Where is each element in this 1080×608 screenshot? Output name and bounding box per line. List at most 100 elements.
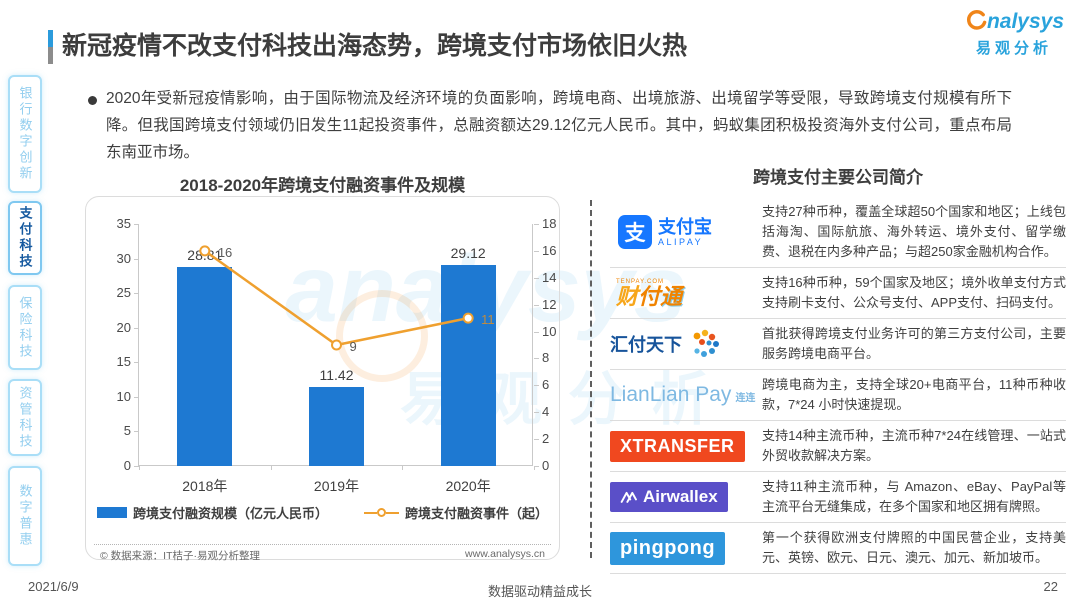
legend-bar-label: 跨境支付融资规模（亿元人民币） — [132, 506, 328, 521]
left-axis-tick-label: 35 — [116, 216, 131, 231]
analysys-swoosh-icon — [964, 8, 987, 36]
intro-paragraph: 2020年受新冠疫情影响，由于国际物流及经济环境的负面影响，跨境电商、出境旅游、… — [106, 90, 1012, 161]
pingpong-description: 第一个获得欧洲支付牌照的中国民营企业，支持美元、英镑、欧元、日元、澳元、加元、新… — [762, 530, 1066, 565]
sidebar-item-insurance-tech[interactable]: 保险科技 — [8, 285, 42, 370]
legend-bar-swatch — [96, 507, 127, 518]
left-axis-tick — [134, 362, 139, 364]
data-source-note: © 数据来源：IT桔子·易观分析整理 — [100, 550, 260, 562]
chart-title: 2018-2020年跨境支付融资事件及规模 — [179, 176, 466, 195]
company-row-xtransfer: XTRANSFER 支持14种主流币种，主流币种7*24在线管理、一站式外贸收款解… — [610, 421, 1066, 472]
company-row-tenpay: TENPAY.COM 财付通 支持16种币种，59个国家及地区；境外收单支付方式支… — [610, 268, 1066, 319]
bullet-icon — [88, 96, 97, 105]
right-axis-tick-label: 14 — [542, 269, 557, 285]
bar-2019年 — [309, 387, 364, 466]
right-axis-tick — [534, 412, 539, 414]
left-axis-tick — [134, 293, 139, 295]
right-axis-tick — [534, 277, 539, 279]
x-axis-tick — [139, 466, 140, 470]
companies-panel: 跨境支付主要公司简介 支 支付宝 ALIPAY 支持27种币种，覆盖全球超50个国家… — [610, 163, 1066, 574]
legend-item-bar: 跨境支付融资规模（亿元人民币） — [96, 503, 328, 522]
bar-2020年 — [440, 264, 496, 466]
footer-slogan: 数据驱动精益成长 — [487, 584, 592, 599]
chart-card: 0510152025303502468101214161828.812018年1… — [85, 196, 560, 562]
left-axis-tick-label: 0 — [123, 458, 131, 473]
company-row-pingpong: pingpong 第一个获得欧洲支付牌照的中国民营企业，支持美元、英镑、欧元、日元… — [610, 523, 1066, 574]
x-axis-tick — [534, 466, 535, 470]
company-row-alipay: 支 支付宝 ALIPAY 支持27种币种，覆盖全球超50个国家和地区；上线包括海淘、… — [610, 197, 1066, 268]
bar-value-label: 29.12 — [450, 244, 486, 261]
line-series — [199, 245, 474, 351]
left-axis-tick-label: 5 — [123, 423, 131, 439]
right-axis-tick — [534, 466, 539, 467]
alipay-icon: 支 — [618, 215, 652, 249]
logo-chinese-name: 易观分析 — [975, 40, 1052, 57]
right-axis-tick-label: 2 — [542, 431, 550, 447]
sidebar-item-digital-inclusion[interactable]: 数字普惠 — [8, 466, 42, 566]
legend-line-label: 跨境支付融资事件（起） — [405, 506, 549, 521]
companies-panel-title: 跨境支付主要公司简介 — [753, 168, 923, 187]
right-axis-tick-label: 4 — [542, 404, 550, 420]
right-axis-tick — [534, 331, 539, 333]
x-axis-tick — [270, 466, 272, 470]
airwallex-description: 支持11种主流币种，与 Amazon、eBay、PayPal等主流平台无缝集成，… — [762, 479, 1066, 514]
title-accent-bar — [48, 30, 53, 64]
logo-wordmark: nalysys — [986, 10, 1064, 33]
right-axis-tick — [534, 224, 539, 225]
right-axis-tick — [534, 358, 539, 360]
x-axis-category-label: 2018年 — [182, 478, 228, 494]
right-axis-tick-label: 12 — [542, 296, 557, 312]
left-axis-tick — [134, 327, 139, 329]
right-axis-tick — [534, 385, 539, 387]
sidebar-item-asset-mgmt-tech[interactable]: 资管科技 — [8, 379, 42, 456]
source-divider — [94, 544, 551, 545]
huifu-logo: 汇付天下 — [610, 329, 762, 359]
company-row-airwallex: Airwallex 支持11种主流币种，与 Amazon、eBay、PayPal等… — [610, 472, 1066, 523]
pingpong-logo: pingpong — [610, 531, 762, 565]
alipay-description: 支持27种币种，覆盖全球超50个国家和地区；上线包括海淘、国际航旅、海外转运、境… — [762, 204, 1066, 259]
right-axis-tick — [534, 439, 539, 441]
x-axis-tick — [402, 466, 404, 470]
analysys-logo: nalysys 易观分析 — [964, 8, 1064, 58]
x-axis-category-label: 2019年 — [313, 478, 360, 494]
bar-2018年 — [177, 266, 233, 466]
xtransfer-description: 支持14种主流币种，主流币种7*24在线管理、一站式外贸收款解决方案。 — [762, 428, 1066, 463]
legend-line-swatch — [364, 508, 399, 517]
airwallex-logo: Airwallex — [610, 482, 762, 512]
chart-legend: 跨境支付融资规模（亿元人民币） 跨境支付融资事件（起） — [86, 503, 559, 522]
left-axis-tick — [134, 466, 139, 467]
left-axis-tick — [134, 258, 139, 260]
sidebar-item-bank-digital-innovation[interactable]: 银行数字创新 — [8, 75, 42, 193]
analysys-url[interactable]: www.analysys.cn — [465, 548, 545, 560]
right-axis-tick-label: 6 — [542, 377, 550, 393]
line-value-label: 9 — [349, 339, 357, 354]
lianlian-description: 跨境电商为主，支持全球20+电商平台，11种币种收款，7*24 小时快速提现。 — [762, 377, 1066, 412]
bar-value-label: 11.42 — [319, 367, 354, 384]
left-axis-tick-label: 30 — [116, 250, 131, 266]
companies-list: 支 支付宝 ALIPAY 支持27种币种，覆盖全球超50个国家和地区；上线包括海淘、… — [610, 197, 1066, 574]
huifu-dots-icon — [693, 329, 719, 357]
left-axis-tick — [134, 224, 139, 225]
left-axis-tick — [134, 396, 139, 398]
right-axis-tick-label: 18 — [542, 216, 557, 231]
tenpay-logo: TENPAY.COM 财付通 — [616, 278, 683, 309]
footer-date: 2021/6/9 — [28, 579, 79, 594]
vertical-dashed-divider — [590, 200, 592, 558]
legend-item-line: 跨境支付融资事件（起） — [364, 503, 548, 522]
left-axis-tick-label: 25 — [116, 285, 131, 301]
left-axis-tick-label: 20 — [116, 319, 131, 335]
right-axis-tick-label: 10 — [542, 323, 557, 339]
x-axis-category-label: 2020年 — [445, 478, 491, 494]
company-row-huifu: 汇付天下 首批获得跨境支付业务许可的第三方支付公司，主要服务跨境电商平台。 — [610, 319, 1066, 370]
right-axis-tick-label: 0 — [542, 458, 550, 473]
tenpay-description: 支持16种币种，59个国家及地区；境外收单支付方式支持刷卡支付、公众号支付、AP… — [762, 275, 1066, 310]
right-axis-tick — [534, 250, 539, 252]
alipay-logo: 支 支付宝 ALIPAY — [610, 215, 762, 249]
sidebar-item-payment-tech[interactable]: 支付科技 — [8, 201, 42, 275]
left-axis-tick-label: 15 — [116, 354, 131, 370]
right-axis-tick — [534, 304, 539, 306]
chart-plot-area: 0510152025303502468101214161828.812018年1… — [117, 216, 557, 494]
page-number: 22 — [1043, 579, 1058, 594]
right-axis-tick-label: 8 — [542, 350, 550, 366]
company-row-lianlian: LianLian Pay 连连 跨境电商为主，支持全球20+电商平台，11种币种收款… — [610, 370, 1066, 421]
